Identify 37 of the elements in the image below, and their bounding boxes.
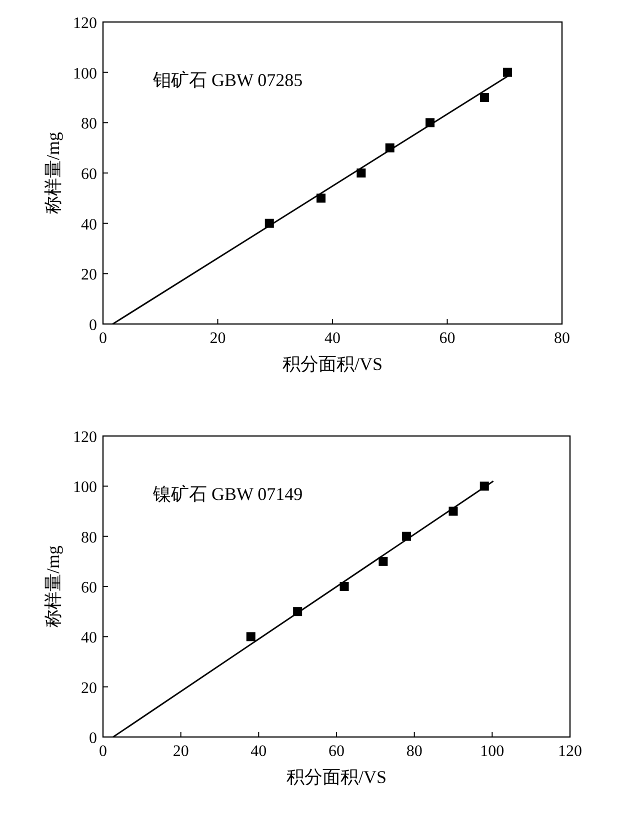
x-tick-label: 20: [210, 330, 226, 347]
y-tick-label: 60: [81, 580, 97, 596]
point: [356, 168, 366, 178]
point: [316, 194, 326, 203]
point: [246, 632, 256, 642]
y-axis-title: 称样量/mg: [43, 132, 63, 214]
y-tick-label: 0: [89, 730, 97, 747]
x-axis-title: 积分面积/VS: [286, 767, 387, 787]
x-tick-label: 80: [406, 743, 422, 760]
y-tick-label: 120: [73, 429, 97, 446]
x-tick-label: 60: [439, 330, 456, 347]
annotation: 镍矿石 GBW 07149: [152, 484, 303, 504]
annotation: 钼矿石 GBW 07285: [152, 70, 303, 90]
y-tick-label: 100: [73, 65, 97, 82]
x-tick-label: 120: [558, 743, 582, 760]
x-tick-label: 20: [172, 743, 189, 760]
y-axis-title: 称样量/mg: [43, 545, 63, 628]
x-tick-label: 80: [554, 330, 570, 347]
x-tick-label: 40: [250, 743, 267, 760]
point: [480, 93, 490, 102]
x-tick-label: 60: [328, 743, 344, 760]
point: [340, 582, 349, 591]
y-tick-label: 80: [81, 116, 97, 133]
x-tick-label: 100: [480, 743, 504, 760]
y-tick-label: 120: [73, 15, 97, 32]
y-tick-label: 20: [81, 680, 97, 697]
y-tick-label: 40: [81, 216, 97, 234]
y-tick-label: 60: [81, 166, 97, 183]
y-tick-label: 100: [73, 479, 97, 496]
y-tick-label: 40: [81, 630, 97, 647]
point: [502, 68, 512, 77]
y-tick-label: 0: [89, 317, 97, 334]
x-axis-title: 积分面积/VS: [282, 354, 383, 374]
point: [378, 556, 388, 566]
y-tick-label: 20: [81, 266, 97, 284]
x-tick-label: 40: [324, 330, 340, 347]
y-tick-label: 80: [81, 529, 97, 546]
